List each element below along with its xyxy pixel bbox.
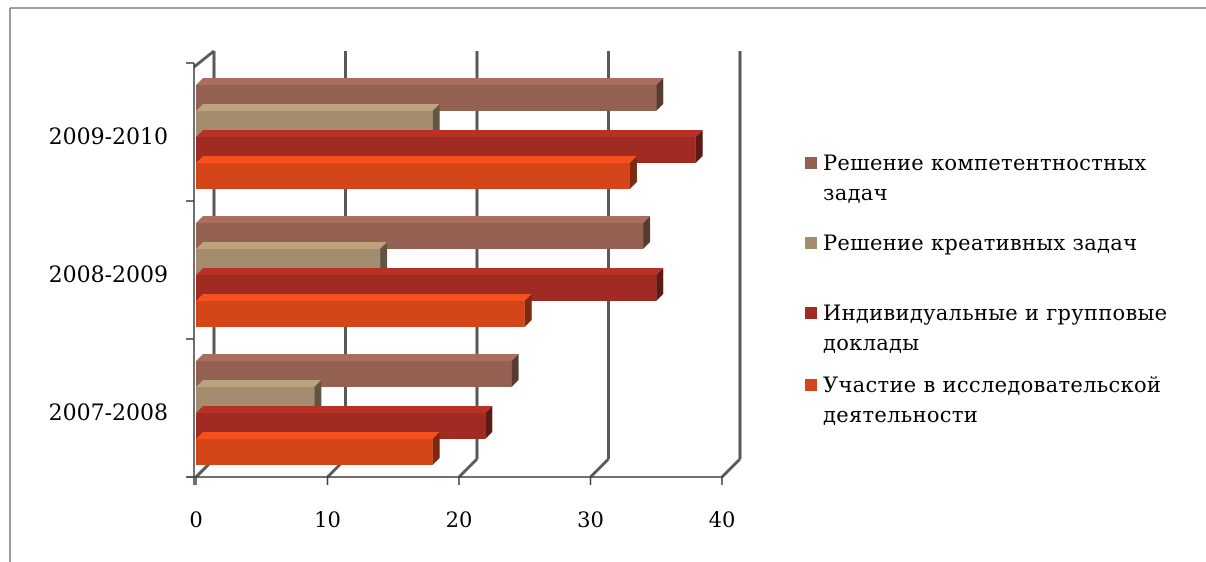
category-label: 2009-2010: [49, 125, 168, 150]
bar-end-face: [656, 78, 664, 111]
bar-end-face: [643, 216, 651, 249]
bar-top-face: [196, 406, 493, 413]
legend-label: Решение компетентностных задач: [823, 151, 1147, 205]
bar-top-face: [196, 380, 322, 387]
bar-end-face: [380, 242, 388, 275]
x-tick-label: 10: [314, 508, 341, 532]
legend-swatch: [805, 157, 817, 169]
bar-end-face: [511, 354, 519, 387]
wall-edge-top: [193, 49, 215, 69]
floor-gridline: [457, 457, 479, 479]
bar-top-face: [196, 130, 703, 137]
bar-end-face: [524, 294, 532, 327]
x-tick-label: 20: [446, 508, 473, 532]
bar: [196, 301, 525, 327]
bar-end-face: [432, 432, 440, 465]
bar-end-face: [695, 130, 703, 163]
bar-end-face: [432, 104, 440, 137]
legend-item-creative-tasks: Решение креативных задач: [805, 228, 1193, 258]
legend-swatch: [805, 237, 817, 249]
bar-top-face: [196, 216, 651, 223]
bar-end-face: [314, 380, 322, 413]
floor-gridline: [720, 457, 742, 479]
floor-gridline: [589, 457, 610, 479]
bar-top-face: [196, 354, 519, 361]
x-tick-label: 0: [189, 508, 202, 532]
bar-top-face: [196, 294, 532, 301]
legend-label: Решение креативных задач: [823, 231, 1138, 255]
legend-item-research: Участие в исследовательской деятельности: [805, 370, 1193, 430]
category-label: 2007-2008: [49, 401, 168, 426]
legend-item-reports: Индивидуальные и групповые доклады: [805, 298, 1193, 358]
legend-swatch: [805, 307, 817, 319]
bar: [196, 439, 433, 465]
bar-top-face: [196, 242, 388, 249]
legend-label: Участие в исследовательской деятельности: [823, 373, 1162, 427]
bar-top-face: [196, 104, 440, 111]
legend-label: Индивидуальные и групповые доклады: [823, 301, 1168, 355]
legend-swatch: [805, 379, 817, 391]
bar: [196, 163, 630, 189]
legend-item-competence-tasks: Решение компетентностных задач: [805, 148, 1193, 208]
x-tick-label: 30: [577, 508, 604, 532]
category-label: 2008-2009: [49, 263, 168, 288]
bar-end-face: [656, 268, 664, 301]
bar-end-face: [485, 406, 493, 439]
bar-top-face: [196, 156, 637, 163]
bar-top-face: [196, 432, 440, 439]
bar-top-face: [196, 268, 664, 275]
x-tick-label: 40: [709, 508, 736, 532]
bar-top-face: [196, 78, 664, 85]
bar-end-face: [629, 156, 637, 189]
